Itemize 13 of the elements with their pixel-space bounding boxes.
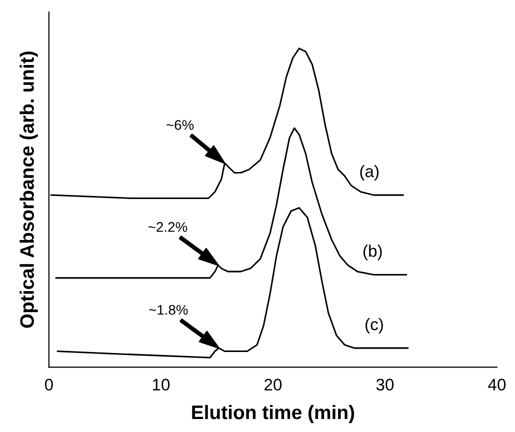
y-axis-title: Optical Absorbance (arb. unit) [20,52,38,328]
annotation: ~6% [166,120,194,130]
x-tick-label: 10 [152,378,170,391]
series-label: (a) [360,164,379,181]
series-label: (b) [363,244,382,260]
x-tick-label: 40 [488,378,506,391]
x-tick-label: 20 [264,378,282,391]
x-tick-label: 0 [44,378,53,391]
annotation: ~1.8% [149,304,188,315]
series-label: (c) [366,318,383,334]
annotation: ~2.2% [148,222,188,232]
x-axis-title: Elution time (min) [192,404,354,424]
x-tick-label: 30 [376,378,394,391]
